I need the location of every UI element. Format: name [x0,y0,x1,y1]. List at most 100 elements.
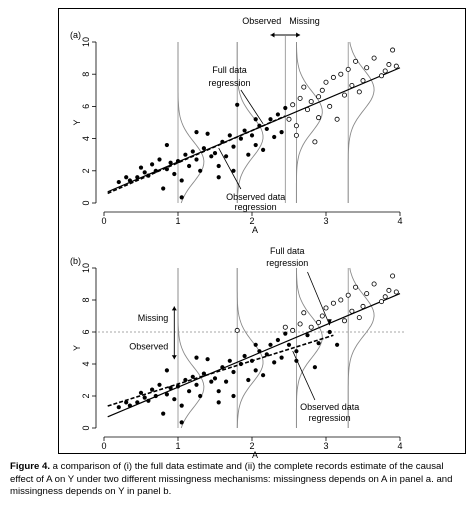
data-point-missing [316,115,322,121]
data-point-observed [179,420,184,425]
arrowhead [327,319,332,326]
y-tick-label: 4 [81,136,91,141]
y-tick-label: 10 [81,263,91,273]
caption-text: a comparison of (i) the full data estima… [10,461,453,498]
data-point-missing [282,324,288,330]
data-point-observed [316,341,321,346]
data-point-observed [138,165,144,170]
data-point-missing [378,299,384,305]
data-point-observed [242,128,247,133]
data-point-missing [386,62,392,68]
observed-data-regression-line [107,334,334,407]
data-point-missing [390,273,396,279]
data-point-observed [116,179,121,185]
data-point-missing [393,289,399,295]
full-data-label: regression [266,258,308,268]
data-point-observed [264,126,269,132]
y-tick-label: 6 [81,104,91,109]
observed-data-label: regression [235,202,277,212]
data-point-observed [187,163,192,169]
y-tick-label: 2 [81,393,91,398]
data-point-observed [246,152,251,157]
chart-panel-a: (a) 0 1 2 3 4 A 0 2 4 6 8 10 Y Observed Missing Full dat… [70,16,403,235]
arrowhead-right [296,32,301,38]
data-point-observed [253,342,258,347]
data-point-observed [161,186,166,191]
data-point-observed [305,333,310,338]
x-tick-label: 3 [323,216,328,226]
data-point-missing [304,107,310,113]
data-point-missing [330,300,336,306]
data-point-observed [272,360,277,365]
data-point-missing [390,47,396,53]
density-curve [295,268,323,428]
data-point-missing [371,281,377,287]
data-point-observed [194,355,199,360]
data-point-observed [150,387,155,392]
data-point-missing [334,116,340,122]
data-point-observed [216,400,221,405]
data-point-observed [253,368,258,373]
y-tick-label: 8 [81,297,91,302]
data-point-observed [205,357,210,362]
data-point-missing [293,123,299,129]
data-point-observed [183,152,188,157]
data-point-missing [364,291,370,297]
data-point-missing [286,116,292,122]
data-point-observed [116,405,121,410]
data-point-observed [194,157,199,162]
data-point-observed [224,379,229,384]
data-point-observed [235,102,240,107]
data-point-observed [312,365,317,370]
y-tick-label: 0 [81,425,91,430]
data-point-missing [338,297,344,303]
figure-frame [58,8,466,454]
observed-data-regression-line [107,115,286,195]
y-tick-label: 10 [81,37,91,47]
data-point-missing [364,65,370,71]
data-point-observed [164,368,169,373]
y-tick-label: 8 [81,72,91,77]
data-point-missing [393,63,399,69]
data-point-missing [323,305,329,311]
data-point-observed [153,393,158,399]
data-point-missing [371,55,377,61]
x-tick-label: 3 [323,441,328,451]
data-point-missing [323,79,329,85]
data-point-observed [146,173,151,178]
data-point-missing [360,303,366,309]
data-point-observed [238,361,243,367]
data-point-observed [164,167,169,172]
data-point-missing [338,71,344,77]
x-axis-label: A [252,450,258,460]
data-point-observed [264,352,269,357]
data-point-missing [341,92,347,98]
data-point-missing [386,287,392,293]
data-point-missing [341,318,347,324]
data-point-observed [135,400,140,405]
data-point-observed [257,349,262,354]
data-point-observed [249,133,255,138]
y-axis-label: Y [72,119,82,125]
x-axis: 0 1 2 3 4 A [101,436,403,460]
data-point-observed [242,353,247,359]
data-point-observed [161,411,166,416]
data-point-observed [146,398,151,403]
data-point-observed [172,397,177,402]
x-tick-label: 4 [397,216,402,226]
data-point-observed [246,377,251,383]
x-tick-label: 1 [175,216,180,226]
x-tick-label: 4 [397,441,402,451]
arrowhead-left [270,32,275,38]
data-point-missing [312,139,318,145]
data-point-observed [335,342,340,347]
panel-label: (a) [70,30,81,40]
data-point-observed [142,395,147,400]
data-point-observed [179,178,184,183]
data-point-observed [268,117,273,122]
data-point-observed [179,403,184,408]
data-point-observed [124,400,129,405]
data-point-missing [382,294,388,300]
